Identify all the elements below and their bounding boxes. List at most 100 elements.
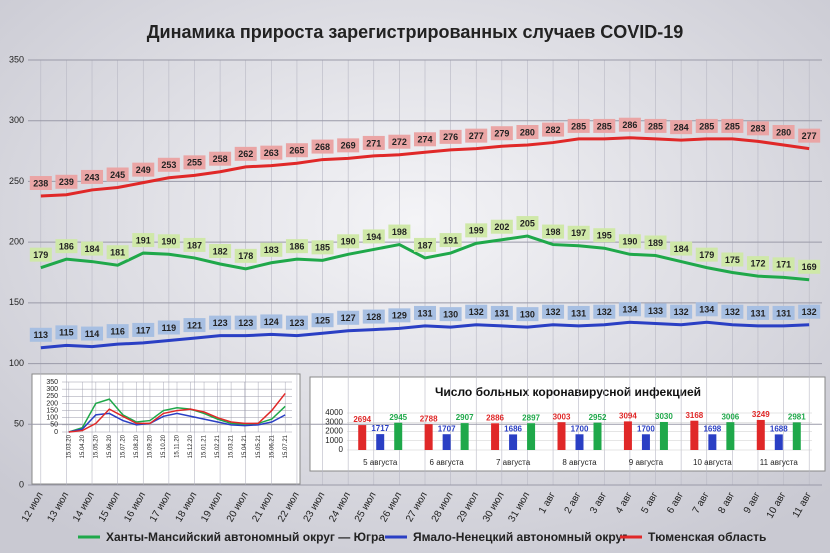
value-label: 185 <box>315 243 330 253</box>
value-label: 274 <box>417 135 432 145</box>
bar <box>509 434 518 450</box>
value-label: 194 <box>366 232 381 242</box>
value-label-box <box>81 169 104 184</box>
value-label: 2945 <box>389 413 407 422</box>
value-label-box <box>260 242 283 257</box>
value-label: 131 <box>494 308 509 318</box>
bar <box>424 424 433 450</box>
value-label: 129 <box>392 311 407 321</box>
value-label: 286 <box>622 120 637 130</box>
bar <box>491 423 500 450</box>
y-tick-label: 50 <box>50 422 58 429</box>
value-label: 284 <box>674 123 689 133</box>
value-label-box <box>567 225 590 240</box>
x-tick-label: 15.08.20 <box>134 434 140 458</box>
series-line <box>40 234 810 282</box>
value-label-box <box>746 256 769 271</box>
value-label: 285 <box>699 121 714 131</box>
value-label: 131 <box>776 308 791 318</box>
value-label: 186 <box>59 242 74 252</box>
value-label: 195 <box>597 231 612 241</box>
value-label-box <box>209 315 232 330</box>
value-label-box <box>490 305 513 320</box>
bar <box>460 423 469 450</box>
bar <box>659 421 668 450</box>
bar <box>394 422 403 450</box>
bar <box>726 422 735 450</box>
y-tick-label: 350 <box>9 54 24 64</box>
value-label-box <box>670 241 693 256</box>
value-label-box <box>209 244 232 258</box>
value-label: 132 <box>546 307 561 317</box>
value-label: 187 <box>187 240 202 250</box>
value-label: 3006 <box>721 412 739 421</box>
x-tick-label: 6 августа <box>430 458 465 467</box>
y-tick-label: 50 <box>14 419 24 429</box>
value-label: 175 <box>725 255 740 265</box>
value-label: 134 <box>622 305 637 315</box>
x-tick-label: 15.06.20 <box>107 434 113 458</box>
value-label-box <box>29 247 52 262</box>
value-label: 253 <box>161 160 176 170</box>
series-line <box>40 320 810 350</box>
value-label: 116 <box>110 327 125 337</box>
value-label: 262 <box>238 149 253 159</box>
value-label-box <box>618 302 641 317</box>
value-label: 272 <box>392 137 407 147</box>
value-label: 131 <box>750 308 765 318</box>
value-label: 1717 <box>371 424 389 433</box>
x-tick-label: 15.06.21 <box>269 434 275 458</box>
value-label: 282 <box>546 125 561 135</box>
bar <box>358 425 367 450</box>
y-tick-label: 250 <box>9 176 24 186</box>
value-label-box <box>746 305 769 320</box>
value-label: 190 <box>341 237 356 247</box>
value-label-box <box>260 145 283 160</box>
value-label: 199 <box>469 226 484 236</box>
value-label-box <box>439 307 462 322</box>
value-label-box <box>644 235 667 250</box>
bar <box>376 434 385 450</box>
x-tick-label: 9 августа <box>629 458 664 467</box>
value-label-box <box>593 304 616 319</box>
value-label: 1688 <box>770 424 788 433</box>
y-tick-label: 4000 <box>325 408 343 417</box>
x-tick-label: 15.04.20 <box>80 434 86 458</box>
value-label: 205 <box>520 218 535 228</box>
y-tick-label: 250 <box>46 393 58 400</box>
value-label: 134 <box>699 305 714 315</box>
value-label: 130 <box>443 310 458 320</box>
value-label: 2952 <box>589 413 607 422</box>
value-label: 198 <box>392 227 407 237</box>
value-label-box <box>157 320 180 335</box>
value-label-box <box>157 234 180 249</box>
x-tick-label: 15.03.21 <box>229 434 235 458</box>
value-label-box <box>29 176 52 190</box>
value-label-box <box>285 143 308 158</box>
value-label-box <box>516 216 539 231</box>
y-tick-label: 300 <box>9 115 24 125</box>
value-label-box <box>183 318 206 333</box>
value-label-box <box>362 135 385 150</box>
value-label: 245 <box>110 170 125 180</box>
value-label: 197 <box>571 228 586 238</box>
value-label-box <box>721 252 744 267</box>
y-tick-label: 2000 <box>325 427 343 436</box>
series-line <box>68 392 286 433</box>
value-label: 279 <box>494 129 509 139</box>
legend-label: Тюменская область <box>648 530 766 544</box>
x-tick-label: 7 августа <box>496 458 531 467</box>
value-label: 202 <box>494 222 509 232</box>
value-label-box <box>234 248 257 263</box>
value-label-box <box>183 237 206 252</box>
value-label: 125 <box>315 316 330 326</box>
value-label-box <box>465 128 488 143</box>
value-label-box <box>311 240 334 255</box>
value-label: 271 <box>366 138 381 148</box>
value-label: 285 <box>725 121 740 131</box>
value-label: 189 <box>648 238 663 248</box>
value-label-box <box>183 155 206 170</box>
value-label: 1707 <box>438 424 456 433</box>
value-label-box <box>388 134 411 149</box>
value-label: 268 <box>315 142 330 152</box>
